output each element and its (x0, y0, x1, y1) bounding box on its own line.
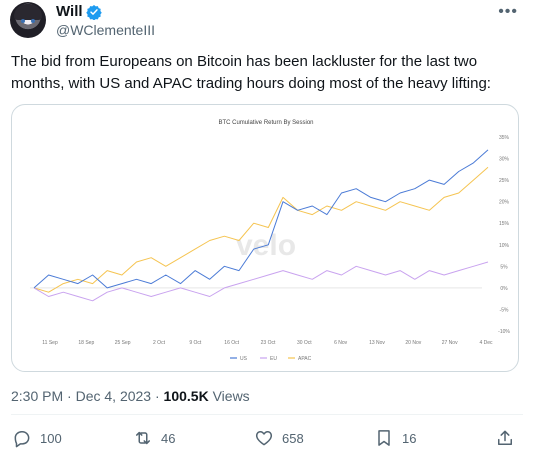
chart-x-tick-label: 18 Sep (78, 340, 94, 346)
chart-series-apac-line (33, 166, 489, 293)
meta-separator: · (154, 388, 164, 404)
heart-icon (255, 431, 273, 446)
divider (11, 414, 523, 415)
chart-y-tick-label: 10% (499, 243, 510, 249)
chart-x-tick-label: 9 Oct (189, 340, 202, 346)
like-button[interactable]: 658 (254, 428, 304, 448)
more-icon[interactable]: ••• (498, 3, 518, 20)
tweet-text: The bid from Europeans on Bitcoin has be… (11, 53, 491, 92)
reply-button[interactable]: 100 (12, 428, 62, 448)
avatar-hair (14, 4, 42, 20)
legend-label-eu: EU (270, 356, 277, 362)
share-icon (498, 430, 512, 445)
bookmark-count: 16 (402, 430, 417, 446)
tweet-time[interactable]: 2:30 PM (11, 388, 64, 404)
author-name-row: Will (56, 3, 102, 20)
bookmark-icon (378, 430, 390, 446)
chart-y-tick-label: 25% (499, 178, 510, 184)
repost-count: 46 (161, 430, 176, 446)
repost-icon (136, 431, 150, 445)
chart-title: BTC Cumulative Return By Session (218, 120, 313, 126)
chart-y-tick-label: 30% (499, 157, 510, 163)
chart-series-eu-line (33, 261, 489, 302)
like-count: 658 (282, 430, 304, 446)
tweet-meta: 2:30 PM · Dec 4, 2023 · 100.5K Views (11, 388, 250, 404)
tweet-media-chart[interactable]: BTC Cumulative Return By Session velo 35… (11, 104, 519, 372)
bookmark-button[interactable]: 16 (374, 428, 416, 448)
legend-label-apac: APAC (298, 356, 312, 362)
chart-x-tick-label: 4 Dec (479, 340, 493, 346)
chart-series-us-line (33, 149, 489, 289)
author-handle[interactable]: @WClementeIII (56, 22, 156, 38)
reply-count: 100 (40, 430, 62, 446)
chart-y-tick-label: 0% (500, 286, 508, 292)
chart-x-tick-label: 13 Nov (369, 340, 385, 346)
chart-y-tick-label: -10% (498, 329, 510, 335)
share-button[interactable] (495, 428, 515, 448)
chart-x-tick-label: 23 Oct (261, 340, 276, 346)
tweet-date[interactable]: Dec 4, 2023 (75, 388, 152, 404)
chart-x-tick-label: 2 Oct (153, 340, 166, 346)
meta-separator: · (67, 388, 76, 404)
chart-series-lines (33, 149, 489, 302)
action-bar: 100 46 658 16 (0, 428, 534, 454)
chart-x-tick-label: 25 Sep (115, 340, 131, 346)
chart-y-tick-label: 15% (499, 221, 510, 227)
chart-legend: US EU APAC (230, 356, 312, 362)
chart-y-tick-label: -5% (500, 307, 509, 313)
chart-y-tick-labels: 35% 30% 25% 20% 15% 10% 5% 0% -5% -10% (498, 135, 510, 335)
chart-x-tick-label: 11 Sep (42, 340, 58, 346)
chart-y-tick-label: 5% (500, 264, 508, 270)
views-count: 100.5K (163, 388, 209, 404)
verified-badge-icon (85, 4, 102, 20)
repost-button[interactable]: 46 (133, 428, 175, 448)
chart-y-tick-label: 20% (499, 200, 510, 206)
chart: BTC Cumulative Return By Session velo 35… (30, 120, 510, 362)
chart-x-tick-label: 27 Nov (442, 340, 458, 346)
avatar-eye-right (31, 19, 35, 23)
chart-x-tick-label: 6 Nov (334, 340, 348, 346)
chart-x-tick-label: 20 Nov (405, 340, 421, 346)
author-display-name[interactable]: Will (56, 3, 83, 20)
chart-x-tick-label: 16 Oct (224, 340, 239, 346)
avatar-eye-left (21, 19, 25, 23)
chart-x-tick-labels: 11 Sep 18 Sep 25 Sep 2 Oct 9 Oct 16 Oct 23 Oct… (42, 340, 493, 346)
chart-y-tick-label: 35% (499, 135, 510, 141)
reply-icon (14, 431, 30, 448)
avatar[interactable] (10, 2, 46, 38)
views-label: Views (212, 388, 250, 404)
legend-label-us: US (240, 356, 248, 362)
chart-x-tick-label: 30 Oct (297, 340, 312, 346)
